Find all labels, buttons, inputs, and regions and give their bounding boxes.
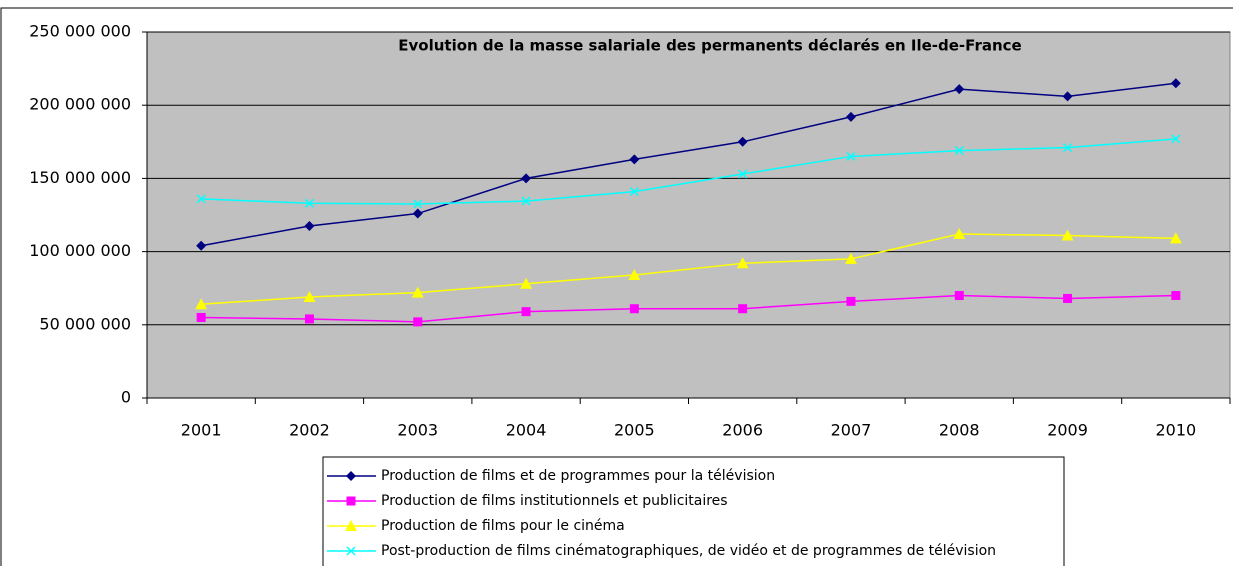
marker xyxy=(736,257,749,269)
marker xyxy=(303,290,316,302)
y-tick-label: 100 000 000 xyxy=(29,241,131,260)
y-tick-label: 200 000 000 xyxy=(29,95,131,114)
x-tick-label: 2007 xyxy=(831,421,872,440)
plot-area xyxy=(146,31,1231,399)
marker xyxy=(195,298,208,310)
marker xyxy=(629,304,639,314)
marker xyxy=(304,220,315,231)
legend-label: Production de films institutionnels et p… xyxy=(381,493,728,509)
marker xyxy=(196,312,206,322)
series-line xyxy=(201,82,1176,247)
marker xyxy=(954,291,964,301)
series-line xyxy=(201,138,1176,205)
marker xyxy=(844,252,857,264)
x-tick-label: 2003 xyxy=(397,421,438,440)
marker xyxy=(346,496,356,506)
marker xyxy=(845,111,856,122)
marker xyxy=(345,520,357,531)
marker xyxy=(196,240,207,251)
marker xyxy=(520,277,533,289)
x-tick-label: 2006 xyxy=(722,421,763,440)
marker xyxy=(846,151,856,161)
marker xyxy=(628,269,641,281)
marker xyxy=(1171,291,1181,301)
x-tick-label: 2002 xyxy=(289,421,330,440)
x-tick-label: 2009 xyxy=(1047,421,1088,440)
marker xyxy=(411,286,424,298)
x-tick-label: 2008 xyxy=(939,421,980,440)
marker xyxy=(304,314,314,324)
x-tick-label: 2010 xyxy=(1155,421,1196,440)
marker xyxy=(1061,229,1074,241)
marker xyxy=(629,187,639,197)
marker xyxy=(346,471,356,481)
y-tick-label: 0 xyxy=(121,388,131,407)
marker xyxy=(304,198,314,208)
marker xyxy=(954,146,964,156)
marker xyxy=(521,196,531,206)
marker xyxy=(1063,143,1073,153)
marker xyxy=(413,317,423,327)
marker xyxy=(521,307,531,317)
legend-label: Production de films pour le cinéma xyxy=(381,518,625,534)
marker xyxy=(1170,78,1181,89)
marker xyxy=(1171,134,1181,144)
marker xyxy=(1063,293,1073,303)
marker xyxy=(346,546,356,556)
chart-title: Evolution de la masse salariale des perm… xyxy=(398,37,1021,55)
marker xyxy=(1169,232,1182,244)
y-tick-label: 50 000 000 xyxy=(39,314,131,333)
marker xyxy=(738,304,748,314)
marker xyxy=(737,136,748,147)
marker xyxy=(413,199,423,209)
marker xyxy=(521,173,532,184)
y-tick-label: 150 000 000 xyxy=(29,168,131,187)
series-line xyxy=(201,294,1176,323)
series-line xyxy=(201,233,1176,306)
x-tick-label: 2001 xyxy=(181,421,222,440)
marker xyxy=(738,169,748,179)
x-tick-label: 2005 xyxy=(614,421,655,440)
marker xyxy=(196,194,206,204)
marker xyxy=(629,154,640,165)
marker xyxy=(846,296,856,306)
marker xyxy=(412,208,423,219)
legend-label: Post-production de films cinématographiq… xyxy=(381,543,996,559)
y-tick-label: 250 000 000 xyxy=(29,22,131,41)
marker xyxy=(1062,91,1073,102)
marker xyxy=(953,228,966,240)
x-tick-label: 2004 xyxy=(506,421,547,440)
legend-label: Production de films et de programmes pou… xyxy=(381,468,775,484)
marker xyxy=(954,84,965,95)
legend xyxy=(322,456,1065,566)
